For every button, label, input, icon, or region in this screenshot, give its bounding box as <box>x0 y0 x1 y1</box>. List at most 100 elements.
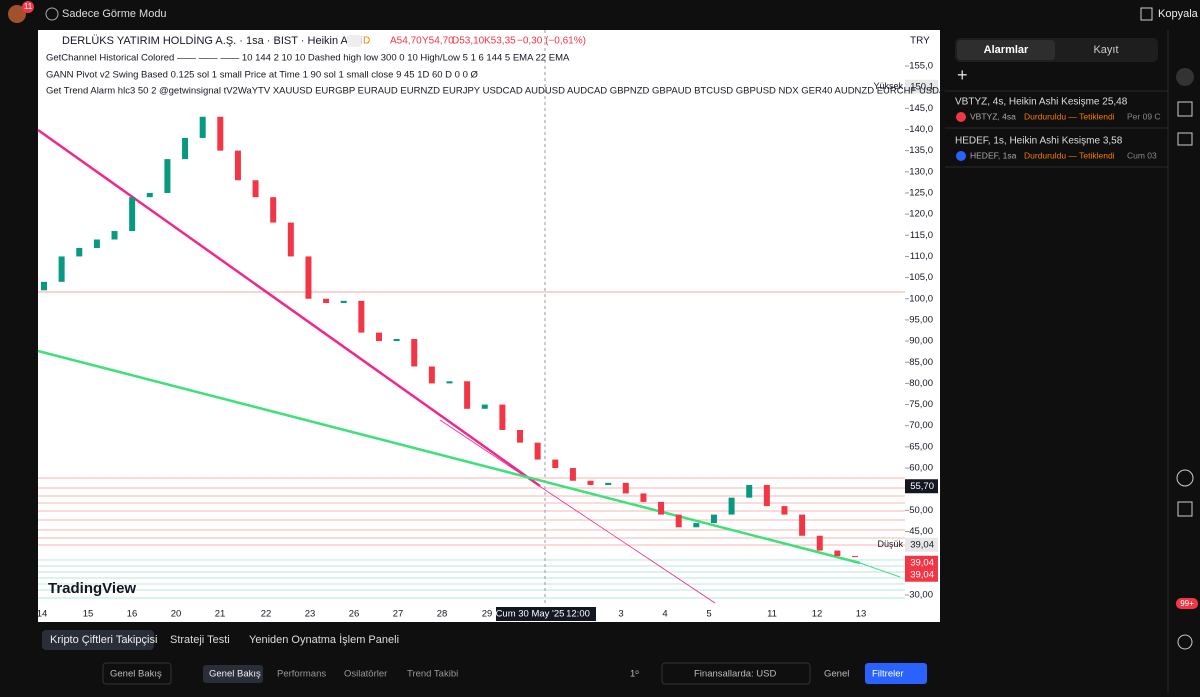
icon[interactable] <box>1177 101 1193 117</box>
y-tick-label: 30,00 <box>909 590 933 601</box>
candle <box>76 247 83 257</box>
x-tick-label: 16 <box>127 609 138 620</box>
candle <box>393 338 400 342</box>
x-tick-label: 20 <box>171 609 182 620</box>
y-tick-label: 100,0 <box>909 293 933 304</box>
seg-tab[interactable]: Kayıt <box>1093 44 1118 56</box>
y-tick-label: 65,00 <box>909 441 933 452</box>
x-tick-label: 14 <box>37 609 48 620</box>
price-label: 39,04 <box>910 557 934 568</box>
avatar[interactable] <box>8 5 26 23</box>
price-label: 55,70 <box>910 481 934 492</box>
x-tick-label: 22 <box>261 609 272 620</box>
candle <box>428 366 435 384</box>
x-tick-label: 13 <box>856 609 867 620</box>
alert-date: Cum 03 <box>1127 150 1157 160</box>
currency: TRY <box>910 36 930 47</box>
y-tick-label: 90,00 <box>909 336 933 347</box>
candle <box>182 137 189 160</box>
y-tick-label: 50,00 <box>909 505 933 516</box>
candle <box>852 556 858 558</box>
candle <box>746 484 753 498</box>
y-tick-label: 120,0 <box>909 209 933 220</box>
candle <box>675 514 682 528</box>
btn[interactable]: Trend Takibi <box>407 669 458 680</box>
y-tick-label: 115,0 <box>910 230 933 241</box>
x-tick-label: 11 <box>767 609 777 620</box>
price-label: 39,04 <box>910 539 934 550</box>
candle <box>816 535 823 551</box>
tab[interactable]: Kripto Çiftleri Takipçisi <box>50 634 157 646</box>
price-badge <box>905 555 938 570</box>
copy-text[interactable]: Kopyala <box>1158 8 1199 20</box>
btn[interactable]: Genel Bakış <box>209 669 261 680</box>
general[interactable]: Genel <box>824 669 849 680</box>
candle <box>799 514 806 536</box>
o: A54,70 <box>390 36 422 47</box>
add[interactable]: + <box>957 65 968 85</box>
logo: TradingView <box>48 580 136 597</box>
seg-active <box>957 40 1055 60</box>
badge-text: 11 <box>24 2 33 11</box>
tab[interactable]: Strateji Testi <box>170 634 230 646</box>
alert-sym: HEDEF, 1sa <box>970 150 1017 160</box>
mode-text[interactable]: Sadece Görme Modu <box>62 8 167 20</box>
indicator: GetChannel Historical Colored —— —— —— 1… <box>46 53 570 64</box>
y-tick-label: 125,0 <box>909 187 933 198</box>
select[interactable] <box>102 662 172 685</box>
icon[interactable] <box>1176 68 1194 86</box>
tab[interactable]: Yeniden Oynatma İşlem Paneli <box>249 633 399 646</box>
y-tick-label: 45,00 <box>909 526 933 537</box>
filter-btn[interactable] <box>865 663 927 684</box>
candle <box>41 281 47 291</box>
icon[interactable] <box>1177 634 1193 650</box>
icon[interactable] <box>1176 469 1194 487</box>
select[interactable] <box>661 662 811 685</box>
candle <box>287 222 294 257</box>
icon[interactable] <box>1177 501 1193 517</box>
indicator: Get Trend Alarm hlc3 50 2 @getwinsignal … <box>46 86 999 97</box>
candle <box>129 197 136 232</box>
trend-line <box>439 419 716 604</box>
symbol[interactable]: DERLÜKS YATIRIM HOLDİNG A.Ş. · 1sa · BIS… <box>62 34 362 47</box>
candle <box>587 480 594 485</box>
btn[interactable]: Performans <box>277 669 326 680</box>
candle <box>411 338 418 367</box>
seg-tab[interactable]: Alarmlar <box>984 44 1029 56</box>
tab-bg <box>42 630 154 650</box>
btn-bg <box>203 665 263 683</box>
interval[interactable]: 1ᵒ <box>630 669 639 680</box>
candle <box>199 116 206 138</box>
flag: D <box>363 36 370 47</box>
change: −0,30 (−0,61%) <box>517 36 586 47</box>
x-tick-label: 27 <box>393 609 404 620</box>
candle <box>552 459 559 469</box>
candle <box>234 150 241 181</box>
icon[interactable] <box>1177 132 1193 146</box>
price-tag: Yüksek <box>873 81 903 91</box>
x-tick-label: Cum 30 May '25 <box>496 609 565 620</box>
candle <box>217 116 224 151</box>
x-tick-label: 5 <box>706 609 711 620</box>
bottom-panel <box>0 626 945 692</box>
btn[interactable]: Osilatörler <box>344 669 387 680</box>
badge <box>22 1 34 13</box>
l: D53,10 <box>452 36 485 47</box>
price-badge <box>905 479 938 494</box>
candle <box>481 404 488 409</box>
alert-status: Durduruldu — Tetiklendi <box>1024 111 1115 121</box>
candle <box>446 381 453 384</box>
candle <box>358 300 365 333</box>
icon-bar <box>1168 30 1200 692</box>
x-tick-label: 3 <box>618 609 623 620</box>
y-tick-label: 85,00 <box>909 357 933 368</box>
price-tag: Düşük <box>877 539 903 549</box>
x-tick-label: 4 <box>662 609 667 620</box>
price-label: 150,1 <box>910 81 934 92</box>
candle <box>534 442 541 460</box>
price-badge <box>905 567 938 582</box>
fin: Finansallarda: USD <box>694 669 777 680</box>
candle <box>834 550 841 557</box>
copy-icon <box>1140 7 1153 21</box>
